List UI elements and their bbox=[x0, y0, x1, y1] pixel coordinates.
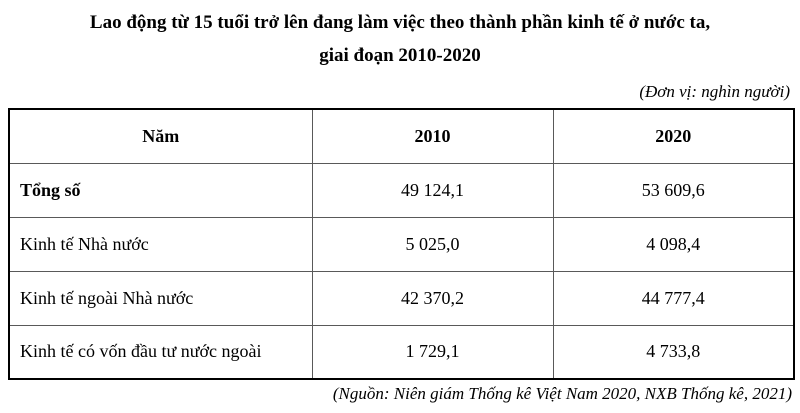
row-nonstate-value-2010: 42 370,2 bbox=[311, 270, 554, 326]
row-label-nonstate-economy: Kinh tế ngoài Nhà nước bbox=[8, 270, 313, 326]
column-header-year: Năm bbox=[8, 108, 313, 164]
table-row-foreign-invested: Kinh tế có vốn đầu tư nước ngoài 1 729,1… bbox=[8, 324, 795, 380]
source-note: (Nguồn: Niên giám Thống kê Việt Nam 2020… bbox=[332, 384, 792, 403]
row-foreign-value-2010: 1 729,1 bbox=[311, 324, 554, 380]
unit-note: (Đơn vị: nghìn người) bbox=[639, 82, 790, 101]
title-line-1: Lao động từ 15 tuổi trở lên đang làm việ… bbox=[89, 12, 711, 33]
labor-statistics-table: Năm 2010 2020 Tổng số 49 124,1 53 609,6 … bbox=[8, 108, 795, 380]
table-title: Lao động từ 15 tuổi trở lên đang làm việ… bbox=[0, 0, 800, 72]
row-state-value-2020: 4 098,4 bbox=[552, 216, 795, 272]
row-label-foreign-invested: Kinh tế có vốn đầu tư nước ngoài bbox=[8, 324, 313, 380]
table-row-nonstate-economy: Kinh tế ngoài Nhà nước 42 370,2 44 777,4 bbox=[8, 270, 795, 326]
row-foreign-value-2020: 4 733,8 bbox=[552, 324, 795, 380]
table-row-state-economy: Kinh tế Nhà nước 5 025,0 4 098,4 bbox=[8, 216, 795, 272]
row-label-total: Tổng số bbox=[8, 162, 313, 218]
column-header-2010: 2010 bbox=[311, 108, 554, 164]
row-state-value-2010: 5 025,0 bbox=[311, 216, 554, 272]
table-header-row: Năm 2010 2020 bbox=[8, 108, 795, 164]
title-line-2: giai đoạn 2010-2020 bbox=[319, 45, 481, 66]
column-header-2020: 2020 bbox=[552, 108, 795, 164]
row-nonstate-value-2020: 44 777,4 bbox=[552, 270, 795, 326]
row-label-state-economy: Kinh tế Nhà nước bbox=[8, 216, 313, 272]
row-total-value-2020: 53 609,6 bbox=[552, 162, 795, 218]
row-total-value-2010: 49 124,1 bbox=[311, 162, 554, 218]
table-row-total: Tổng số 49 124,1 53 609,6 bbox=[8, 162, 795, 218]
